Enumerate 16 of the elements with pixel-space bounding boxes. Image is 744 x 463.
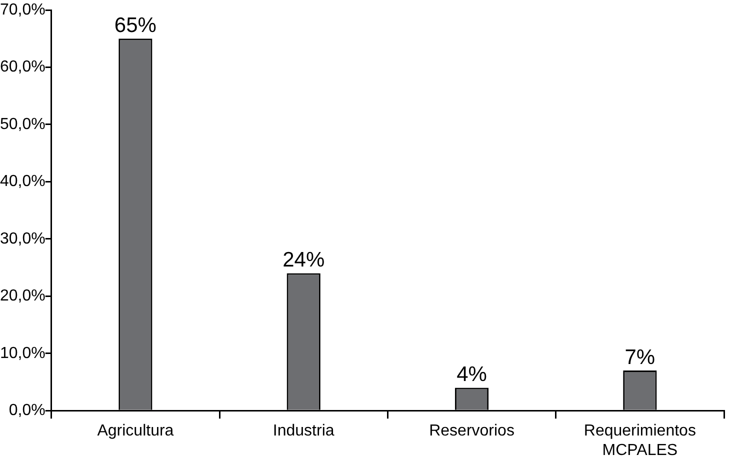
y-tick-label: 0,0% [8,402,46,420]
data-label: 65% [114,14,156,37]
y-tick-label: 10,0% [0,344,46,362]
x-tick-label: Requerimientos MCPALES [584,422,696,459]
data-label: 24% [282,248,325,272]
data-label: 7% [624,346,656,369]
y-tick-label: 50,0% [0,116,46,133]
y-tick-label: 20,0% [0,288,46,305]
y-tick-label: 70,0% [0,1,46,18]
x-tick-label: Agricultura [97,422,174,440]
data-label: 4% [456,363,487,386]
x-tick-label: Reservorios [429,422,514,440]
y-tick-label: 40,0% [0,173,46,190]
y-tick-label: 30,0% [0,230,46,248]
x-tick-label: Industria [272,422,334,440]
y-tick-label: 60,0% [0,58,46,76]
